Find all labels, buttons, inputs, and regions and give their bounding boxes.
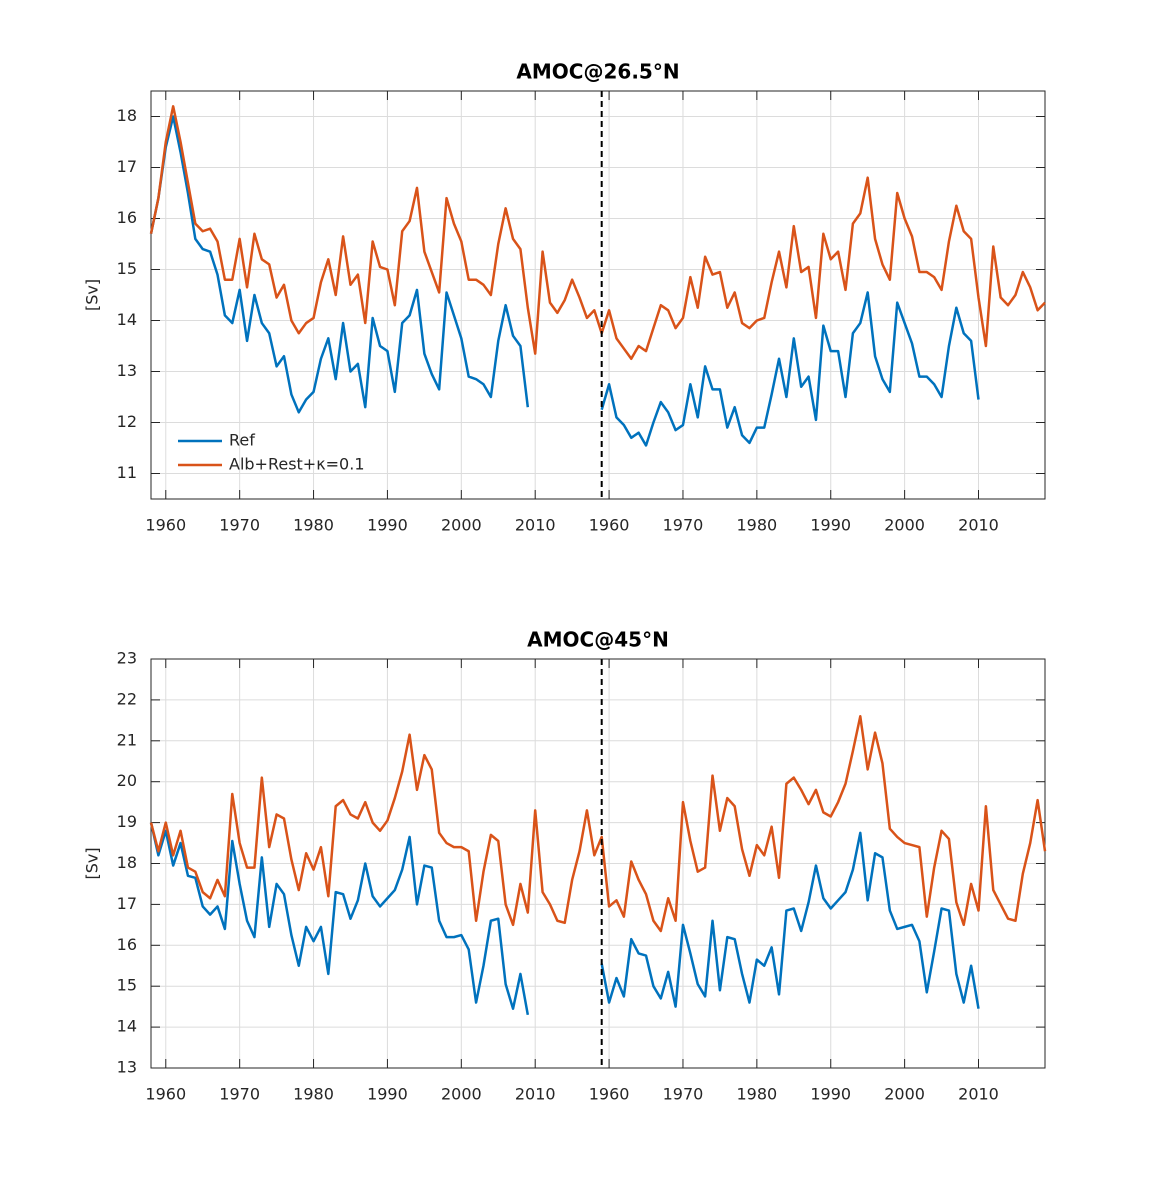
- y-tick-label: 23: [117, 649, 137, 668]
- x-tick-label: 1960: [145, 1085, 186, 1104]
- x-tick-label: 1960: [589, 1085, 630, 1104]
- x-tick-label: 2000: [884, 516, 925, 535]
- x-tick-label: 1990: [367, 516, 408, 535]
- x-tick-label: 1980: [293, 1085, 334, 1104]
- y-tick-label: 12: [117, 412, 137, 431]
- x-tick-label: 1990: [810, 1085, 851, 1104]
- x-tick-label: 1970: [663, 516, 704, 535]
- x-tick-label: 1980: [736, 1085, 777, 1104]
- x-tick-label: 2010: [515, 1085, 556, 1104]
- x-tick-label: 2000: [441, 516, 482, 535]
- y-tick-label: 17: [117, 894, 137, 913]
- plot-area: [151, 91, 1045, 499]
- x-tick-label: 2010: [515, 516, 556, 535]
- x-tick-label: 1980: [736, 516, 777, 535]
- y-tick-label: 18: [117, 853, 137, 872]
- y-tick-label: 14: [117, 1017, 137, 1036]
- y-tick-label: 16: [117, 935, 137, 954]
- x-tick-label: 1990: [810, 516, 851, 535]
- y-tick-label: 13: [117, 1058, 137, 1077]
- x-tick-label: 1970: [219, 1085, 260, 1104]
- x-tick-label: 2010: [958, 1085, 999, 1104]
- chart-title: AMOC@26.5°N: [516, 60, 679, 84]
- y-tick-label: 15: [117, 976, 137, 995]
- y-tick-label: 20: [117, 771, 137, 790]
- x-tick-label: 1970: [663, 1085, 704, 1104]
- series-line: [149, 115, 980, 447]
- x-tick-label: 2000: [441, 1085, 482, 1104]
- legend-label: Alb+Rest+κ=0.1: [229, 455, 365, 474]
- series-line: [149, 105, 1046, 360]
- y-tick-label: 17: [117, 157, 137, 176]
- x-tick-label: 1960: [145, 516, 186, 535]
- y-tick-label: 14: [117, 310, 137, 329]
- y-tick-label: 16: [117, 208, 137, 227]
- x-tick-label: 1980: [293, 516, 334, 535]
- series-line: [149, 715, 1047, 933]
- y-tick-label: 15: [117, 259, 137, 278]
- x-tick-label: 1990: [367, 1085, 408, 1104]
- y-tick-label: 18: [117, 106, 137, 125]
- y-tick-label: 11: [117, 463, 137, 482]
- x-tick-label: 2000: [884, 1085, 925, 1104]
- legend-label: Ref: [229, 431, 255, 450]
- chart-title: AMOC@45°N: [527, 628, 669, 652]
- y-tick-label: 22: [117, 689, 137, 708]
- axes: 13 14 15 16 17 18 19 20 21 22 23 1960 1970 1980 1990 20…: [83, 628, 1047, 1104]
- axes-box: [150, 658, 1046, 1069]
- y-tick-label: 13: [117, 361, 137, 380]
- axes: 11 12 13 14 15 16 17 18 1960 1970 1980 1990 2000 2010…: [83, 60, 1046, 535]
- y-axis-label: [Sv]: [83, 279, 102, 311]
- y-tick-label: 21: [117, 730, 137, 749]
- axes-box: [150, 90, 1046, 500]
- x-tick-label: 2010: [958, 516, 999, 535]
- y-axis-label: [Sv]: [83, 847, 102, 879]
- series-line: [149, 822, 980, 1016]
- x-tick-label: 1970: [219, 516, 260, 535]
- y-tick-label: 19: [117, 812, 137, 831]
- x-tick-label: 1960: [589, 516, 630, 535]
